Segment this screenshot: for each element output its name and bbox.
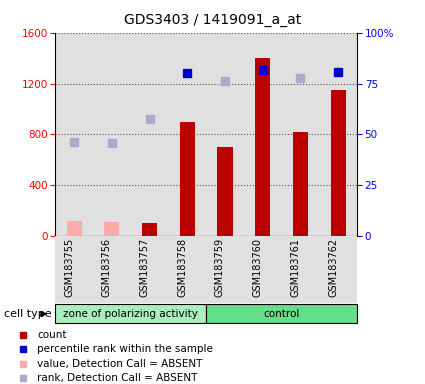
Bar: [168, 236, 206, 303]
Bar: [206, 236, 244, 303]
Text: count: count: [37, 330, 67, 340]
Text: GSM183757: GSM183757: [139, 237, 150, 297]
Text: zone of polarizing activity: zone of polarizing activity: [63, 309, 198, 319]
Text: GSM183758: GSM183758: [177, 237, 187, 296]
Bar: [244, 33, 281, 236]
Bar: [281, 236, 319, 303]
Text: cell type: cell type: [4, 309, 52, 319]
Text: control: control: [264, 309, 300, 319]
Text: GDS3403 / 1419091_a_at: GDS3403 / 1419091_a_at: [124, 13, 301, 27]
Bar: [55, 33, 93, 236]
Bar: [331, 90, 346, 236]
Text: GSM183760: GSM183760: [253, 237, 263, 296]
Bar: [319, 236, 357, 303]
Text: GSM183761: GSM183761: [290, 237, 300, 296]
Bar: [104, 222, 119, 236]
Bar: [218, 147, 232, 236]
Bar: [67, 221, 82, 236]
Bar: [206, 305, 357, 323]
Bar: [168, 33, 206, 236]
Bar: [293, 132, 308, 236]
Bar: [319, 33, 357, 236]
Text: percentile rank within the sample: percentile rank within the sample: [37, 344, 213, 354]
Bar: [93, 33, 131, 236]
Bar: [281, 33, 319, 236]
Bar: [93, 236, 131, 303]
Text: rank, Detection Call = ABSENT: rank, Detection Call = ABSENT: [37, 373, 198, 383]
Bar: [255, 58, 270, 236]
Text: value, Detection Call = ABSENT: value, Detection Call = ABSENT: [37, 359, 202, 369]
Text: GSM183762: GSM183762: [328, 237, 338, 296]
Bar: [244, 236, 281, 303]
Bar: [55, 305, 206, 323]
Text: GSM183759: GSM183759: [215, 237, 225, 296]
Bar: [131, 236, 168, 303]
Text: GSM183755: GSM183755: [64, 237, 74, 297]
Bar: [131, 33, 168, 236]
Bar: [142, 223, 157, 236]
Text: GSM183756: GSM183756: [102, 237, 112, 296]
Bar: [55, 236, 93, 303]
Bar: [180, 122, 195, 236]
Bar: [206, 33, 244, 236]
